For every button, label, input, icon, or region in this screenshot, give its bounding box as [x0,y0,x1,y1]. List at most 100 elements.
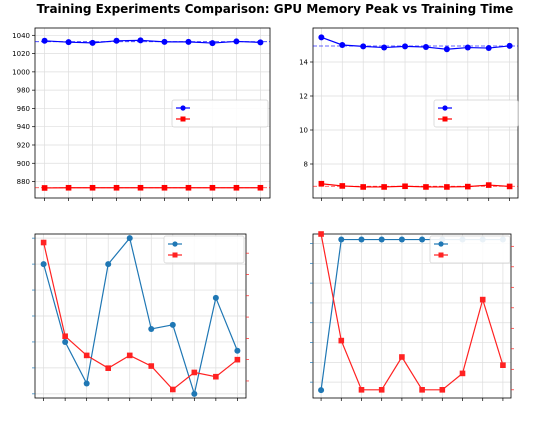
data-point [257,184,264,191]
data-point [318,231,324,237]
data-point [148,363,155,369]
y-tick-label: 940 [17,123,30,131]
legend-box [163,235,245,264]
data-point [65,39,72,46]
data-point [399,354,405,360]
data-point [444,184,450,190]
y-tick-label: 8 [304,161,308,169]
data-point [339,42,346,48]
series-training-time [318,231,506,393]
data-point [161,38,168,45]
data-point [62,338,69,345]
data-point [339,183,346,189]
y-tick-label: 880 [17,178,30,186]
data-point [358,236,365,243]
data-point [113,37,120,44]
data-point [169,386,176,393]
data-point [338,337,345,344]
data-point [185,184,192,191]
data-point [89,184,96,191]
charts: 880 900 920 940 960 980 1000 1020 1040 8 10 12 14 [12,27,519,401]
data-point [41,37,48,44]
y-tick-label: 960 [17,105,30,113]
data-point [506,42,513,49]
legend-marker [442,116,448,122]
data-point [422,44,429,51]
data-point [234,347,241,354]
legend-marker [172,241,178,247]
plot-frame [34,27,271,199]
legend-box [429,235,511,264]
plot-frame [312,233,512,399]
y-tick-label: 1020 [12,50,30,58]
legend [171,99,269,128]
data-point [62,333,68,340]
data-point [257,39,264,46]
data-point [185,38,192,45]
series-line [43,242,238,391]
data-point [40,261,47,268]
series-line [321,183,510,188]
data-point [419,387,425,393]
data-point [209,40,216,47]
data-point [169,321,176,328]
data-point [212,294,219,301]
data-point [360,43,367,50]
data-point [233,38,240,45]
data-point [398,236,405,243]
chart-3 [32,233,249,401]
data-point [213,373,219,380]
series-line [320,233,504,391]
legend-marker [180,116,186,122]
data-point [191,390,198,397]
data-point [137,184,144,191]
data-point [105,365,112,371]
y-tick-label: 1000 [12,68,30,76]
legend [429,235,511,264]
series-line [44,39,261,44]
data-point [378,236,385,243]
data-point [191,369,198,376]
series-trustgnn [313,34,518,53]
data-point [338,236,345,243]
data-point [485,45,492,52]
series-line [43,236,238,397]
data-point [464,183,471,190]
series-training-time [40,239,241,393]
data-point [148,325,155,332]
series-our-method [35,184,270,191]
legend-box [171,99,269,128]
chart-2: 8 10 12 14 [299,27,519,201]
legend-marker [438,241,444,247]
data-point [318,34,325,41]
data-point [105,261,112,268]
data-point [506,183,513,190]
legend-marker [438,252,444,258]
chart-4 [310,231,514,401]
data-point [89,39,96,46]
y-tick-label: 12 [299,93,308,101]
y-tick-label: 920 [17,141,30,149]
legend [433,99,519,128]
data-point [378,387,385,393]
legend-box [433,99,519,128]
series-gpu-memory [40,235,241,397]
legend-marker [172,252,178,258]
data-point [423,184,429,190]
data-point [358,387,365,393]
legend [163,235,245,264]
data-point [360,184,367,190]
data-point [161,184,168,191]
data-point [402,183,408,190]
data-point [113,184,120,191]
data-point [439,387,446,393]
y-tick-label: 980 [17,87,30,95]
data-point [126,352,133,359]
data-point [402,43,409,50]
data-point [381,184,387,190]
data-point [318,387,325,394]
series-our-method [313,180,518,190]
data-point [479,296,486,303]
y-tick-label: 900 [17,160,30,168]
